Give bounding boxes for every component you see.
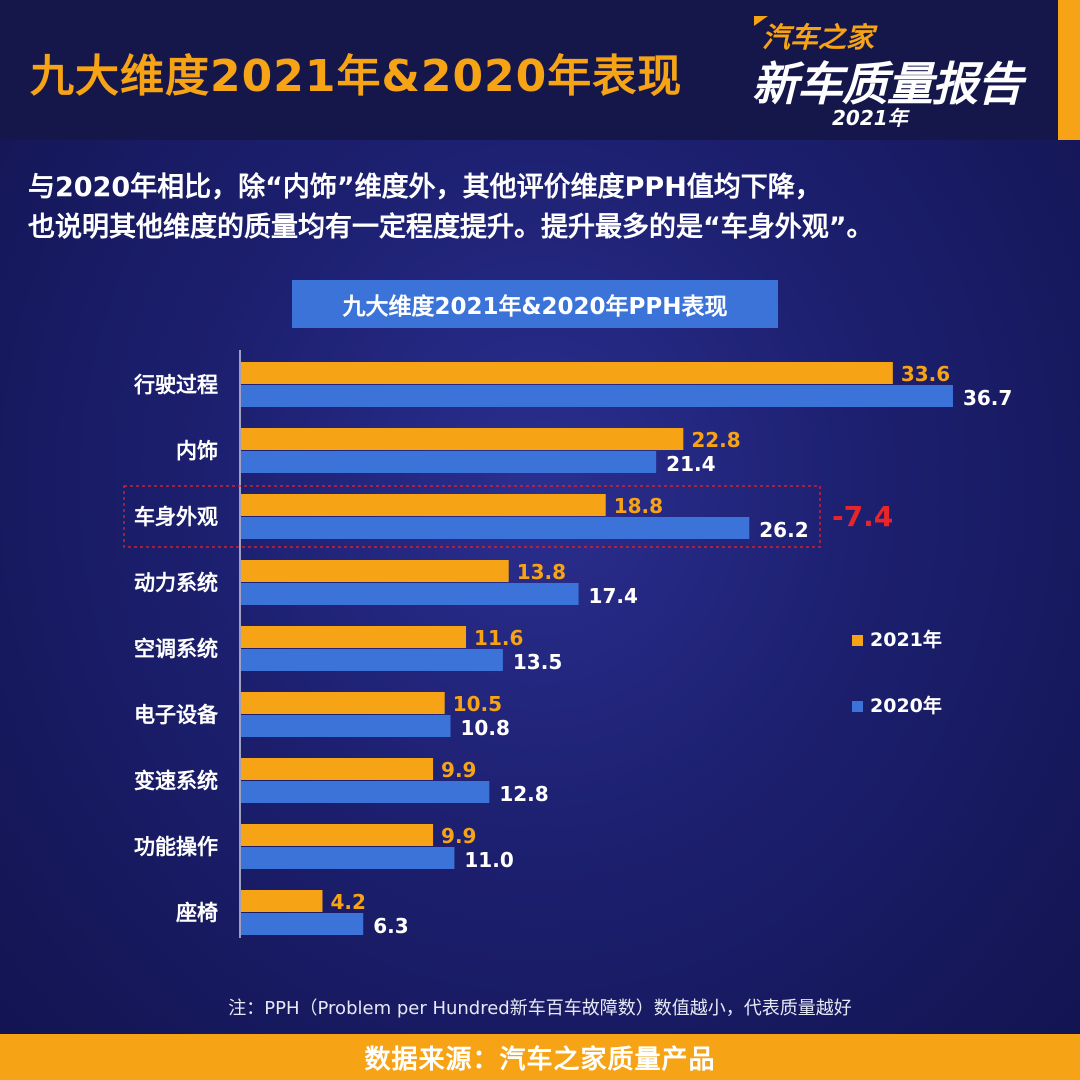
highlight-annotation: -7.4	[832, 500, 893, 533]
value-label-2021: 9.9	[441, 824, 476, 848]
bar-2020	[241, 649, 503, 671]
value-label-2021: 18.8	[614, 494, 663, 518]
footnote: 注：PPH（Problem per Hundred新车百车故障数）数值越小，代表…	[228, 998, 852, 1019]
legend-label-2020: 2020年	[870, 694, 942, 717]
value-label-2021: 4.2	[330, 890, 365, 914]
page-title: 九大维度2021年&2020年表现	[30, 51, 683, 102]
highlight-box	[123, 485, 821, 548]
bar-2020	[241, 451, 657, 473]
value-label-2020: 26.2	[759, 518, 808, 542]
legend-swatch-2020	[852, 701, 863, 712]
category-label: 动力系统	[134, 571, 218, 595]
bar-2020	[241, 781, 490, 803]
bar-2020	[241, 583, 579, 605]
brand-logo: 汽车之家 新车质量报告 2021年	[752, 14, 1052, 130]
bar-2021	[241, 428, 684, 450]
value-label-2020: 17.4	[589, 584, 638, 608]
value-label-2021: 9.9	[441, 758, 476, 782]
bar-2021	[241, 890, 323, 912]
header-bar: 九大维度2021年&2020年表现 汽车之家 新车质量报告 2021年	[0, 0, 1080, 140]
category-label: 电子设备	[134, 703, 219, 727]
value-label-2021: 22.8	[691, 428, 740, 452]
chart-title: 九大维度2021年&2020年PPH表现	[292, 280, 778, 328]
value-label-2020: 13.5	[513, 650, 562, 674]
bar-2021	[241, 692, 445, 714]
data-source-footer: 数据来源：汽车之家质量产品	[0, 1034, 1080, 1080]
value-label-2021: 13.8	[517, 560, 566, 584]
value-label-2020: 36.7	[963, 386, 1012, 410]
bar-2020	[241, 913, 364, 935]
bar-2021	[241, 824, 434, 846]
value-label-2020: 21.4	[666, 452, 715, 476]
category-label: 座椅	[176, 901, 218, 925]
category-label: 车身外观	[134, 505, 218, 529]
value-label-2021: 10.5	[453, 692, 502, 716]
legend-swatch-2021	[852, 635, 863, 646]
category-label: 行驶过程	[133, 373, 218, 397]
category-label: 变速系统	[134, 769, 218, 793]
bar-2020	[241, 385, 953, 407]
legend-label-2021: 2021年	[870, 628, 942, 651]
value-label-2020: 6.3	[373, 914, 408, 938]
value-label-2021: 33.6	[901, 362, 950, 386]
logo-line2: 新车质量报告	[752, 57, 1023, 111]
value-label-2020: 10.8	[461, 716, 510, 740]
bar-2020	[241, 715, 451, 737]
category-label: 功能操作	[134, 835, 218, 859]
bar-2020	[241, 517, 750, 539]
bar-2021	[241, 758, 434, 780]
value-label-2020: 11.0	[464, 848, 513, 872]
bar-chart: 行驶过程 33.6 36.7 内饰 22.821.4 -7.4 车身外观 18.8 26.2 动力…	[123, 350, 1012, 938]
bar-2020	[241, 847, 455, 869]
bar-2021	[241, 362, 893, 384]
bar-2021	[241, 626, 467, 648]
value-label-2020: 12.8	[499, 782, 548, 806]
summary-line-1: 与2020年相比，除“内饰”维度外，其他评价维度PPH值均下降，	[28, 172, 822, 203]
summary-line-2: 也说明其他维度的质量均有一定程度提升。提升最多的是“车身外观”。	[28, 212, 874, 243]
logo-year: 2021年	[832, 106, 908, 130]
category-label: 内饰	[176, 439, 218, 463]
bar-2021	[241, 560, 509, 582]
value-label-2021: 11.6	[474, 626, 523, 650]
logo-line1: 汽车之家	[762, 21, 875, 54]
logo-chevron-icon	[754, 16, 768, 26]
header-accent-strip	[1058, 0, 1080, 140]
summary-text: 与2020年相比，除“内饰”维度外，其他评价维度PPH值均下降， 也说明其他维度…	[28, 168, 1058, 248]
bar-2021	[241, 494, 606, 516]
category-label: 空调系统	[134, 637, 218, 661]
